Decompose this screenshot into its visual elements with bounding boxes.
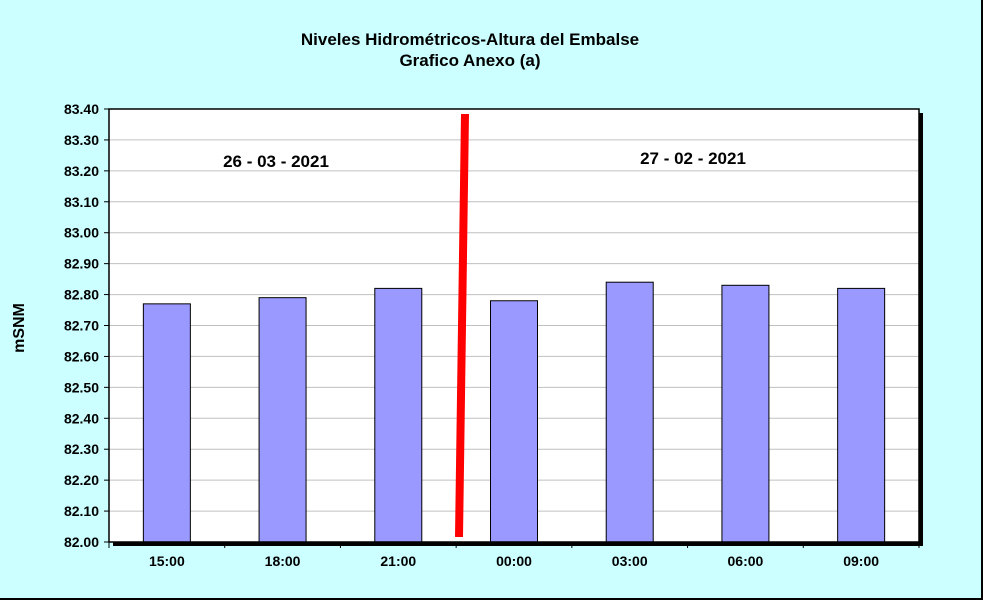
x-tick-label: 00:00 [496,553,532,569]
y-tick-label: 82.30 [64,441,99,457]
plot-border [108,108,920,543]
bar [490,300,538,543]
y-tick-label: 82.60 [64,348,99,364]
x-tick-label: 09:00 [843,553,879,569]
y-tick-label: 83.10 [64,194,99,210]
y-tick-label: 82.10 [64,503,99,519]
y-tick-label: 83.30 [64,132,99,148]
x-tick-label: 15:00 [149,553,185,569]
bar [605,281,654,543]
y-tick-label: 82.00 [64,534,99,550]
bar [837,287,886,543]
y-tick-label: 82.50 [64,379,99,395]
x-tick-label: 06:00 [728,553,764,569]
x-tick-label: 03:00 [612,553,648,569]
day-divider-line [455,113,469,538]
y-tick-label: 83.20 [64,163,99,179]
chart-subtitle: Grafico Anexo (a) [399,51,541,70]
y-tick-label: 83.00 [64,225,99,241]
annotation-date-1: 26 - 03 - 2021 [223,152,329,171]
bar [142,303,191,543]
y-tick-label: 82.70 [64,318,99,334]
y-tick-label: 82.90 [64,256,99,272]
x-tick-label: 18:00 [265,553,301,569]
y-tick-label: 82.20 [64,472,99,488]
chart-title: Niveles Hidrométricos-Altura del Embalse [300,30,640,49]
x-tick-label: 21:00 [380,553,416,569]
y-tick-label: 82.40 [64,410,99,426]
bar [374,287,423,543]
bar [721,284,770,543]
annotation-date-2: 27 - 02 - 2021 [640,149,746,168]
bar [258,297,307,543]
y-tick-label: 83.40 [64,101,99,117]
y-tick-label: 82.80 [64,287,99,303]
